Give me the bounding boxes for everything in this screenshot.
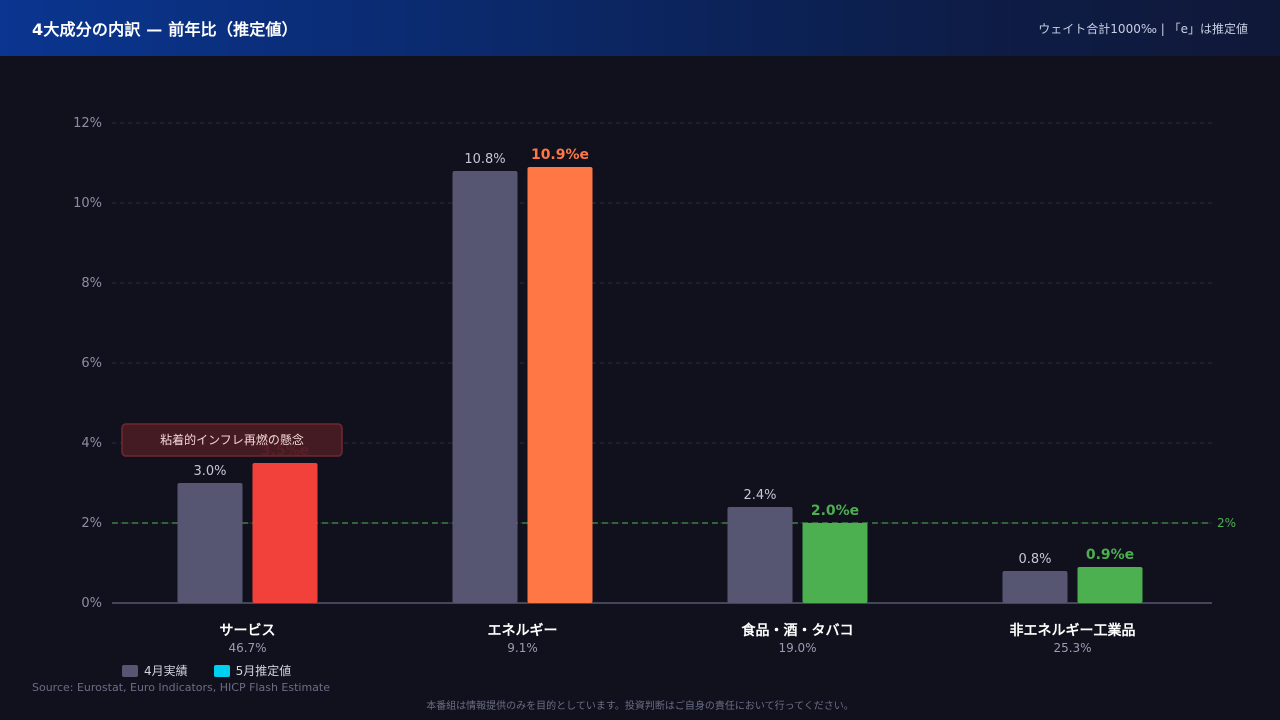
legend-swatch-actual bbox=[122, 664, 138, 677]
category-label: 非エネルギー工業品 bbox=[1010, 622, 1136, 639]
legend-item-estimate: 5月推定値 bbox=[213, 662, 292, 679]
bar-label-estimate: 0.9%e bbox=[1086, 547, 1134, 563]
bar-actual bbox=[727, 507, 793, 603]
bar-actual bbox=[1002, 571, 1068, 603]
bar-label-estimate: 2.0%e bbox=[811, 503, 859, 519]
legend-item-actual: 4月実績 bbox=[122, 662, 188, 679]
bar-estimate bbox=[802, 523, 868, 603]
category-weight: 46.7% bbox=[228, 641, 266, 655]
bar-label-actual: 10.8% bbox=[464, 152, 505, 167]
category-weight: 25.3% bbox=[1053, 641, 1091, 655]
category-weight: 19.0% bbox=[778, 641, 816, 655]
y-tick-label: 0% bbox=[81, 596, 102, 611]
bar-label-actual: 0.8% bbox=[1018, 552, 1051, 567]
bar-actual bbox=[452, 171, 518, 603]
y-tick-label: 6% bbox=[81, 356, 102, 371]
category-label: エネルギー bbox=[488, 622, 558, 639]
y-tick-label: 4% bbox=[81, 436, 102, 451]
y-tick-label: 10% bbox=[73, 196, 102, 211]
legend-swatch-estimate bbox=[213, 664, 230, 677]
source-note: Source: Eurostat, Euro Indicators, HICP … bbox=[32, 681, 331, 694]
bar-chart: 0%2%4%6%8%10%12%2%3.0%3.5%eサービス46.7%粘着的イ… bbox=[73, 116, 1236, 655]
bar-label-estimate: 10.9%e bbox=[531, 147, 589, 163]
header-bar: 4大成分の内訳 — 前年比（推定値） ウェイト合計1000‰ | 「e」は推定値 bbox=[0, 0, 1280, 56]
bar-label-actual: 2.4% bbox=[743, 488, 776, 503]
y-tick-label: 8% bbox=[81, 276, 102, 291]
legend-label-estimate: 5月推定値 bbox=[235, 664, 292, 678]
category-label: サービス bbox=[220, 623, 276, 639]
annotation-text: 粘着的インフレ再燃の懸念 bbox=[160, 432, 304, 447]
reference-line-label: 2% bbox=[1217, 516, 1236, 530]
y-tick-label: 2% bbox=[81, 516, 102, 531]
bar-estimate bbox=[527, 167, 593, 603]
disclaimer: 本番組は情報提供のみを目的としています。投資判断はご自身の責任において行ってくだ… bbox=[426, 701, 854, 712]
page-title: 4大成分の内訳 — 前年比（推定値） bbox=[32, 20, 298, 39]
bar-actual bbox=[177, 483, 243, 603]
category-label: 食品・酒・タバコ bbox=[742, 622, 854, 639]
legend-label-actual: 4月実績 bbox=[144, 664, 188, 678]
annotation-box bbox=[121, 423, 343, 457]
bar-estimate bbox=[252, 463, 318, 603]
bar-estimate bbox=[1077, 567, 1143, 603]
category-weight: 9.1% bbox=[507, 641, 538, 655]
y-tick-label: 12% bbox=[73, 116, 102, 131]
legend: 4月実績 5月推定値 bbox=[122, 662, 291, 679]
bar-label-actual: 3.0% bbox=[193, 464, 226, 479]
weight-note: ウェイト合計1000‰ | 「e」は推定値 bbox=[1038, 21, 1248, 36]
